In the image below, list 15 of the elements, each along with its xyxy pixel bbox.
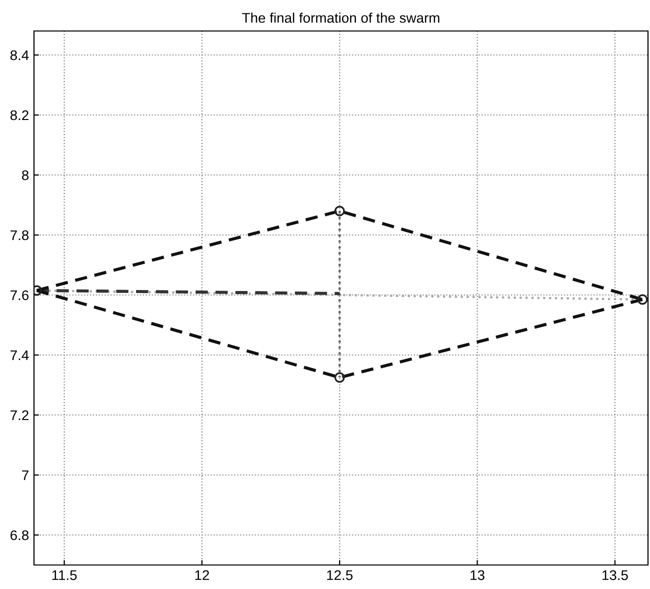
x-tick-label: 12.5 <box>327 570 353 580</box>
x-tick-label: 13.5 <box>602 570 628 580</box>
y-tick-label: 7.4 <box>10 350 29 360</box>
y-tick-label: 7 <box>22 470 28 480</box>
y-tick-label: 8.2 <box>10 110 28 120</box>
x-tick-label: 11.5 <box>52 570 77 580</box>
chart-title: The final formation of the swarm <box>242 12 440 23</box>
y-tick-label: 6.8 <box>10 530 29 540</box>
y-tick-label: 7.8 <box>10 230 29 240</box>
y-tick-label: 8 <box>22 170 29 180</box>
y-tick-label: 7.2 <box>10 410 28 420</box>
y-tick-label: 8.4 <box>10 50 29 60</box>
x-tick-label: 13 <box>470 570 484 580</box>
y-tick-label: 7.6 <box>10 290 29 300</box>
x-tick-label: 12 <box>195 570 209 580</box>
